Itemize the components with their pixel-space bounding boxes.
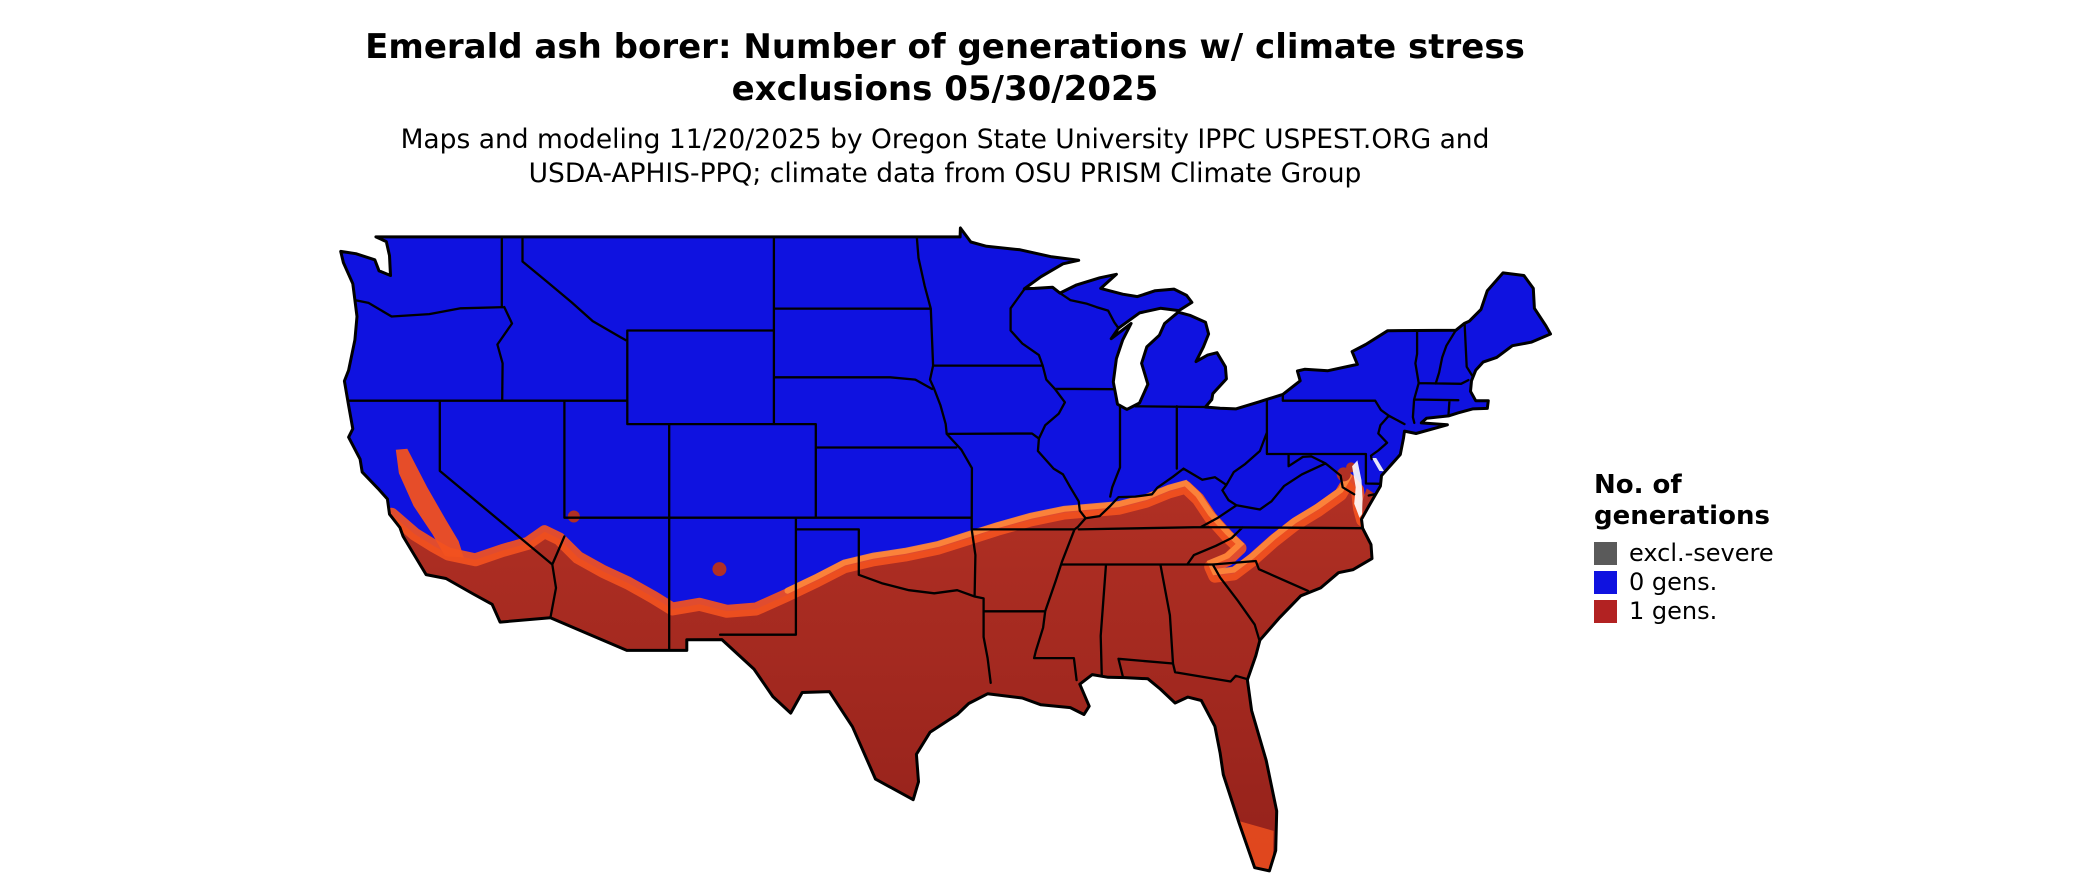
legend-swatch-excl-severe bbox=[1594, 541, 1617, 565]
legend-item-0-gens: 0 gens. bbox=[1594, 570, 1774, 594]
subtitle-line1: Maps and modeling 11/20/2025 by Oregon S… bbox=[400, 124, 1490, 155]
legend-title-line2: generations bbox=[1594, 501, 1770, 531]
state-borders bbox=[347, 235, 1474, 684]
legend-label-excl-severe: excl.-severe bbox=[1629, 539, 1774, 567]
florida-keys-dot bbox=[1259, 875, 1267, 883]
legend-item-1-gens: 1 gens. bbox=[1594, 599, 1774, 623]
legend-item-excl-severe: excl.-severe bbox=[1594, 541, 1774, 565]
legend-title: No. of generations bbox=[1594, 470, 1774, 532]
legend-label-0-gens: 0 gens. bbox=[1629, 568, 1718, 596]
figure-header: Emerald ash borer: Number of generations… bbox=[365, 26, 1525, 191]
legend-label-1-gens: 1 gens. bbox=[1629, 597, 1718, 625]
figure-title: Emerald ash borer: Number of generations… bbox=[365, 26, 1525, 110]
subtitle-line2: USDA-APHIS-PPQ; climate data from OSU PR… bbox=[528, 158, 1362, 189]
legend-swatch-1-gens bbox=[1594, 599, 1617, 623]
florida-keys-dot bbox=[1240, 878, 1248, 886]
red-pocket bbox=[712, 562, 727, 577]
transition-band-light bbox=[784, 473, 1352, 594]
south-florida-region bbox=[1237, 820, 1274, 871]
legend-title-line1: No. of bbox=[1594, 470, 1682, 500]
figure-subtitle: Maps and modeling 11/20/2025 by Oregon S… bbox=[365, 123, 1525, 191]
red-pocket bbox=[567, 510, 580, 523]
delaware-bay bbox=[1372, 458, 1385, 472]
legend-swatch-0-gens bbox=[1594, 570, 1617, 594]
us-outline bbox=[339, 226, 1552, 873]
legend-items: excl.-severe 0 gens. 1 gens. bbox=[1594, 541, 1774, 623]
florida-keys-dot bbox=[1251, 878, 1259, 886]
map-legend: No. of generations excl.-severe 0 gens. 1… bbox=[1594, 470, 1774, 623]
title-line1: Emerald ash borer: Number of generations… bbox=[365, 27, 1525, 67]
title-line2: exclusions 05/30/2025 bbox=[731, 69, 1159, 109]
central-valley-region bbox=[395, 448, 464, 558]
chesapeake-bay bbox=[1352, 460, 1363, 518]
